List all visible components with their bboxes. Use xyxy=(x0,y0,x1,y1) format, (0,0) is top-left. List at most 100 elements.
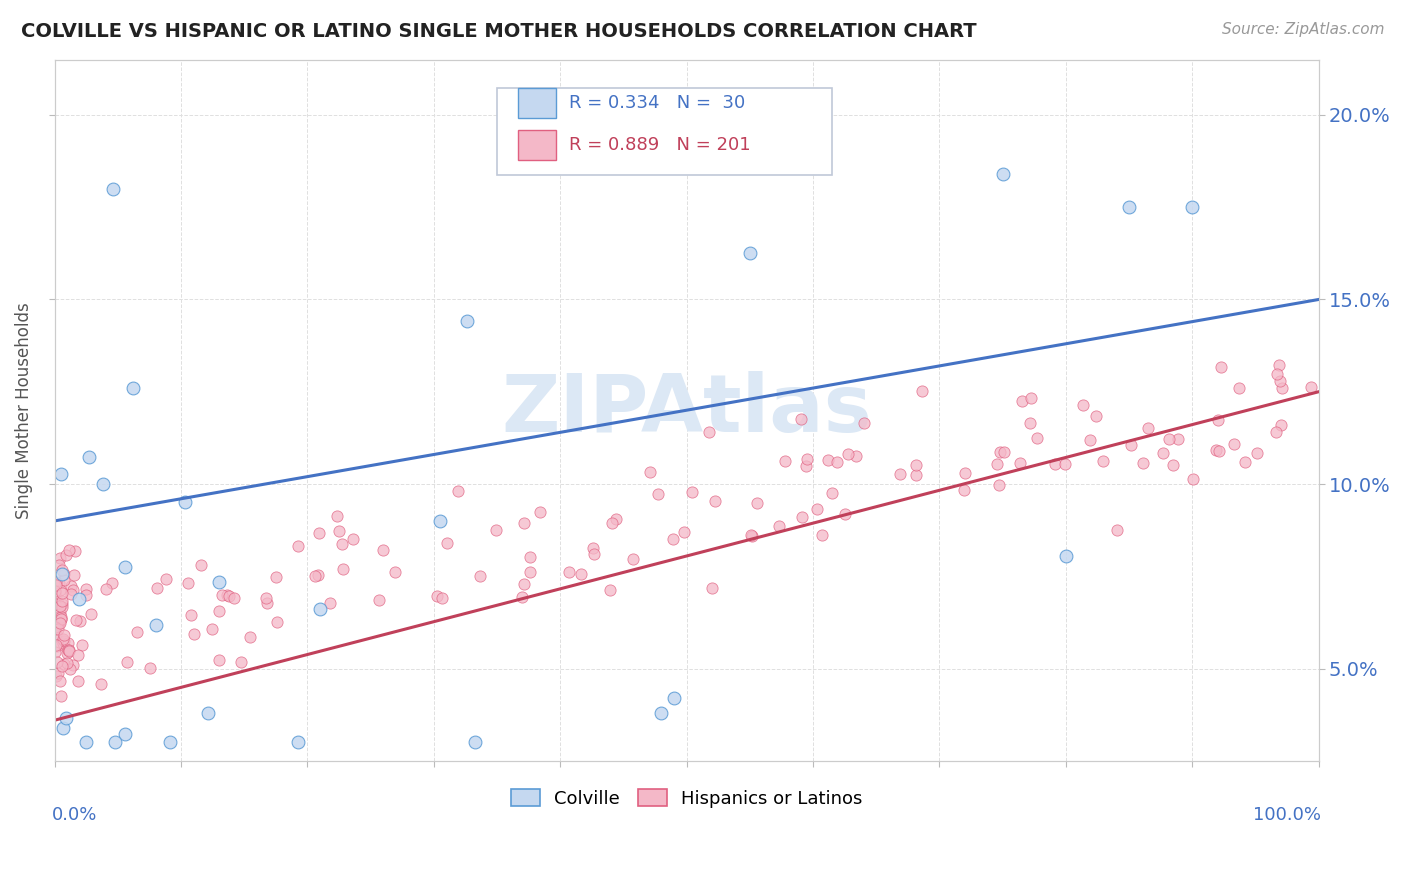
Point xyxy=(45,578,67,592)
Point xyxy=(115,655,138,669)
Point xyxy=(48,615,70,629)
Point xyxy=(44,620,66,634)
Point xyxy=(65,613,87,627)
Point xyxy=(94,582,117,596)
Point xyxy=(991,167,1014,181)
Point xyxy=(180,607,202,622)
Point xyxy=(222,591,245,606)
Point xyxy=(46,596,69,610)
Point xyxy=(817,453,839,467)
Point xyxy=(53,573,76,587)
Point xyxy=(145,617,167,632)
Point xyxy=(905,467,928,482)
Point xyxy=(432,591,454,605)
Point xyxy=(127,624,149,639)
Point xyxy=(48,575,70,590)
Point xyxy=(146,582,169,596)
Point xyxy=(46,603,69,617)
Point xyxy=(101,182,124,196)
Point xyxy=(811,528,834,542)
Point xyxy=(673,524,696,539)
Point xyxy=(330,536,353,550)
Point xyxy=(44,620,66,634)
Point xyxy=(208,653,231,667)
Point xyxy=(159,735,181,749)
Point xyxy=(470,569,492,583)
Point xyxy=(447,484,470,499)
Point xyxy=(1181,200,1204,214)
Point xyxy=(429,514,451,528)
Point xyxy=(48,615,70,630)
Point xyxy=(1105,523,1128,537)
Point xyxy=(307,568,329,582)
Point xyxy=(1073,398,1095,412)
Point xyxy=(48,622,70,636)
Point xyxy=(218,589,240,603)
Point xyxy=(75,735,97,749)
Point xyxy=(889,467,911,481)
Point xyxy=(1264,425,1286,439)
Point xyxy=(1206,413,1229,427)
Point xyxy=(44,598,66,612)
Point xyxy=(51,594,73,608)
Point xyxy=(952,483,974,498)
Point xyxy=(1223,437,1246,451)
Point xyxy=(67,648,90,662)
Text: 0.0%: 0.0% xyxy=(52,806,97,824)
Text: 100.0%: 100.0% xyxy=(1253,806,1322,824)
Point xyxy=(67,591,90,606)
Point xyxy=(1227,381,1250,395)
Point xyxy=(953,466,976,480)
Point xyxy=(45,669,67,683)
Point xyxy=(1118,200,1140,214)
Point xyxy=(266,615,288,629)
Point xyxy=(62,582,84,597)
Text: ZIPAtlas: ZIPAtlas xyxy=(501,371,872,450)
Point xyxy=(456,314,478,328)
Point xyxy=(513,516,536,531)
Point xyxy=(200,622,222,636)
Point xyxy=(1182,472,1205,486)
Point xyxy=(464,735,486,749)
Point xyxy=(215,588,238,602)
Point xyxy=(558,566,581,580)
Point xyxy=(703,493,725,508)
Point xyxy=(80,607,103,622)
Point xyxy=(48,666,70,681)
Point xyxy=(208,574,231,589)
Point xyxy=(63,568,86,582)
Point xyxy=(790,509,813,524)
Point xyxy=(190,558,212,572)
Point xyxy=(90,676,112,690)
Point xyxy=(986,457,1008,471)
Point xyxy=(197,706,219,720)
Point xyxy=(1270,418,1292,433)
Point xyxy=(45,611,67,625)
Point xyxy=(1246,446,1268,460)
Point xyxy=(621,552,644,566)
Point xyxy=(176,576,198,591)
Point xyxy=(600,516,623,531)
Point xyxy=(794,458,817,473)
Point xyxy=(911,384,934,399)
Point xyxy=(45,639,67,653)
Point xyxy=(1053,457,1076,471)
Point xyxy=(75,588,97,602)
Point xyxy=(91,477,114,491)
Point xyxy=(1019,391,1042,405)
Point xyxy=(51,597,73,611)
Point xyxy=(52,636,75,650)
Point xyxy=(373,542,395,557)
Point xyxy=(1265,367,1288,381)
Point xyxy=(114,727,136,741)
Point xyxy=(56,657,79,671)
Point xyxy=(332,562,354,576)
Point xyxy=(647,487,669,501)
Point xyxy=(65,544,87,558)
Point xyxy=(58,643,80,657)
Point xyxy=(46,615,69,629)
Point xyxy=(827,455,849,469)
Point xyxy=(211,589,233,603)
Point xyxy=(662,691,685,706)
Point xyxy=(254,591,277,606)
